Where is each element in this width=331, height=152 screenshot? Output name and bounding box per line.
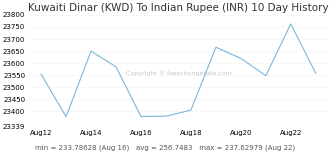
Text: min = 233.78628 (Aug 16)   avg = 256.7483   max = 237.62979 (Aug 22): min = 233.78628 (Aug 16) avg = 256.7483 … (35, 145, 296, 151)
Text: Copyright © fxexchangerate.com: Copyright © fxexchangerate.com (125, 70, 231, 76)
Title: Kuwaiti Dinar (KWD) To Indian Rupee (INR) 10 Day History: Kuwaiti Dinar (KWD) To Indian Rupee (INR… (28, 3, 329, 13)
